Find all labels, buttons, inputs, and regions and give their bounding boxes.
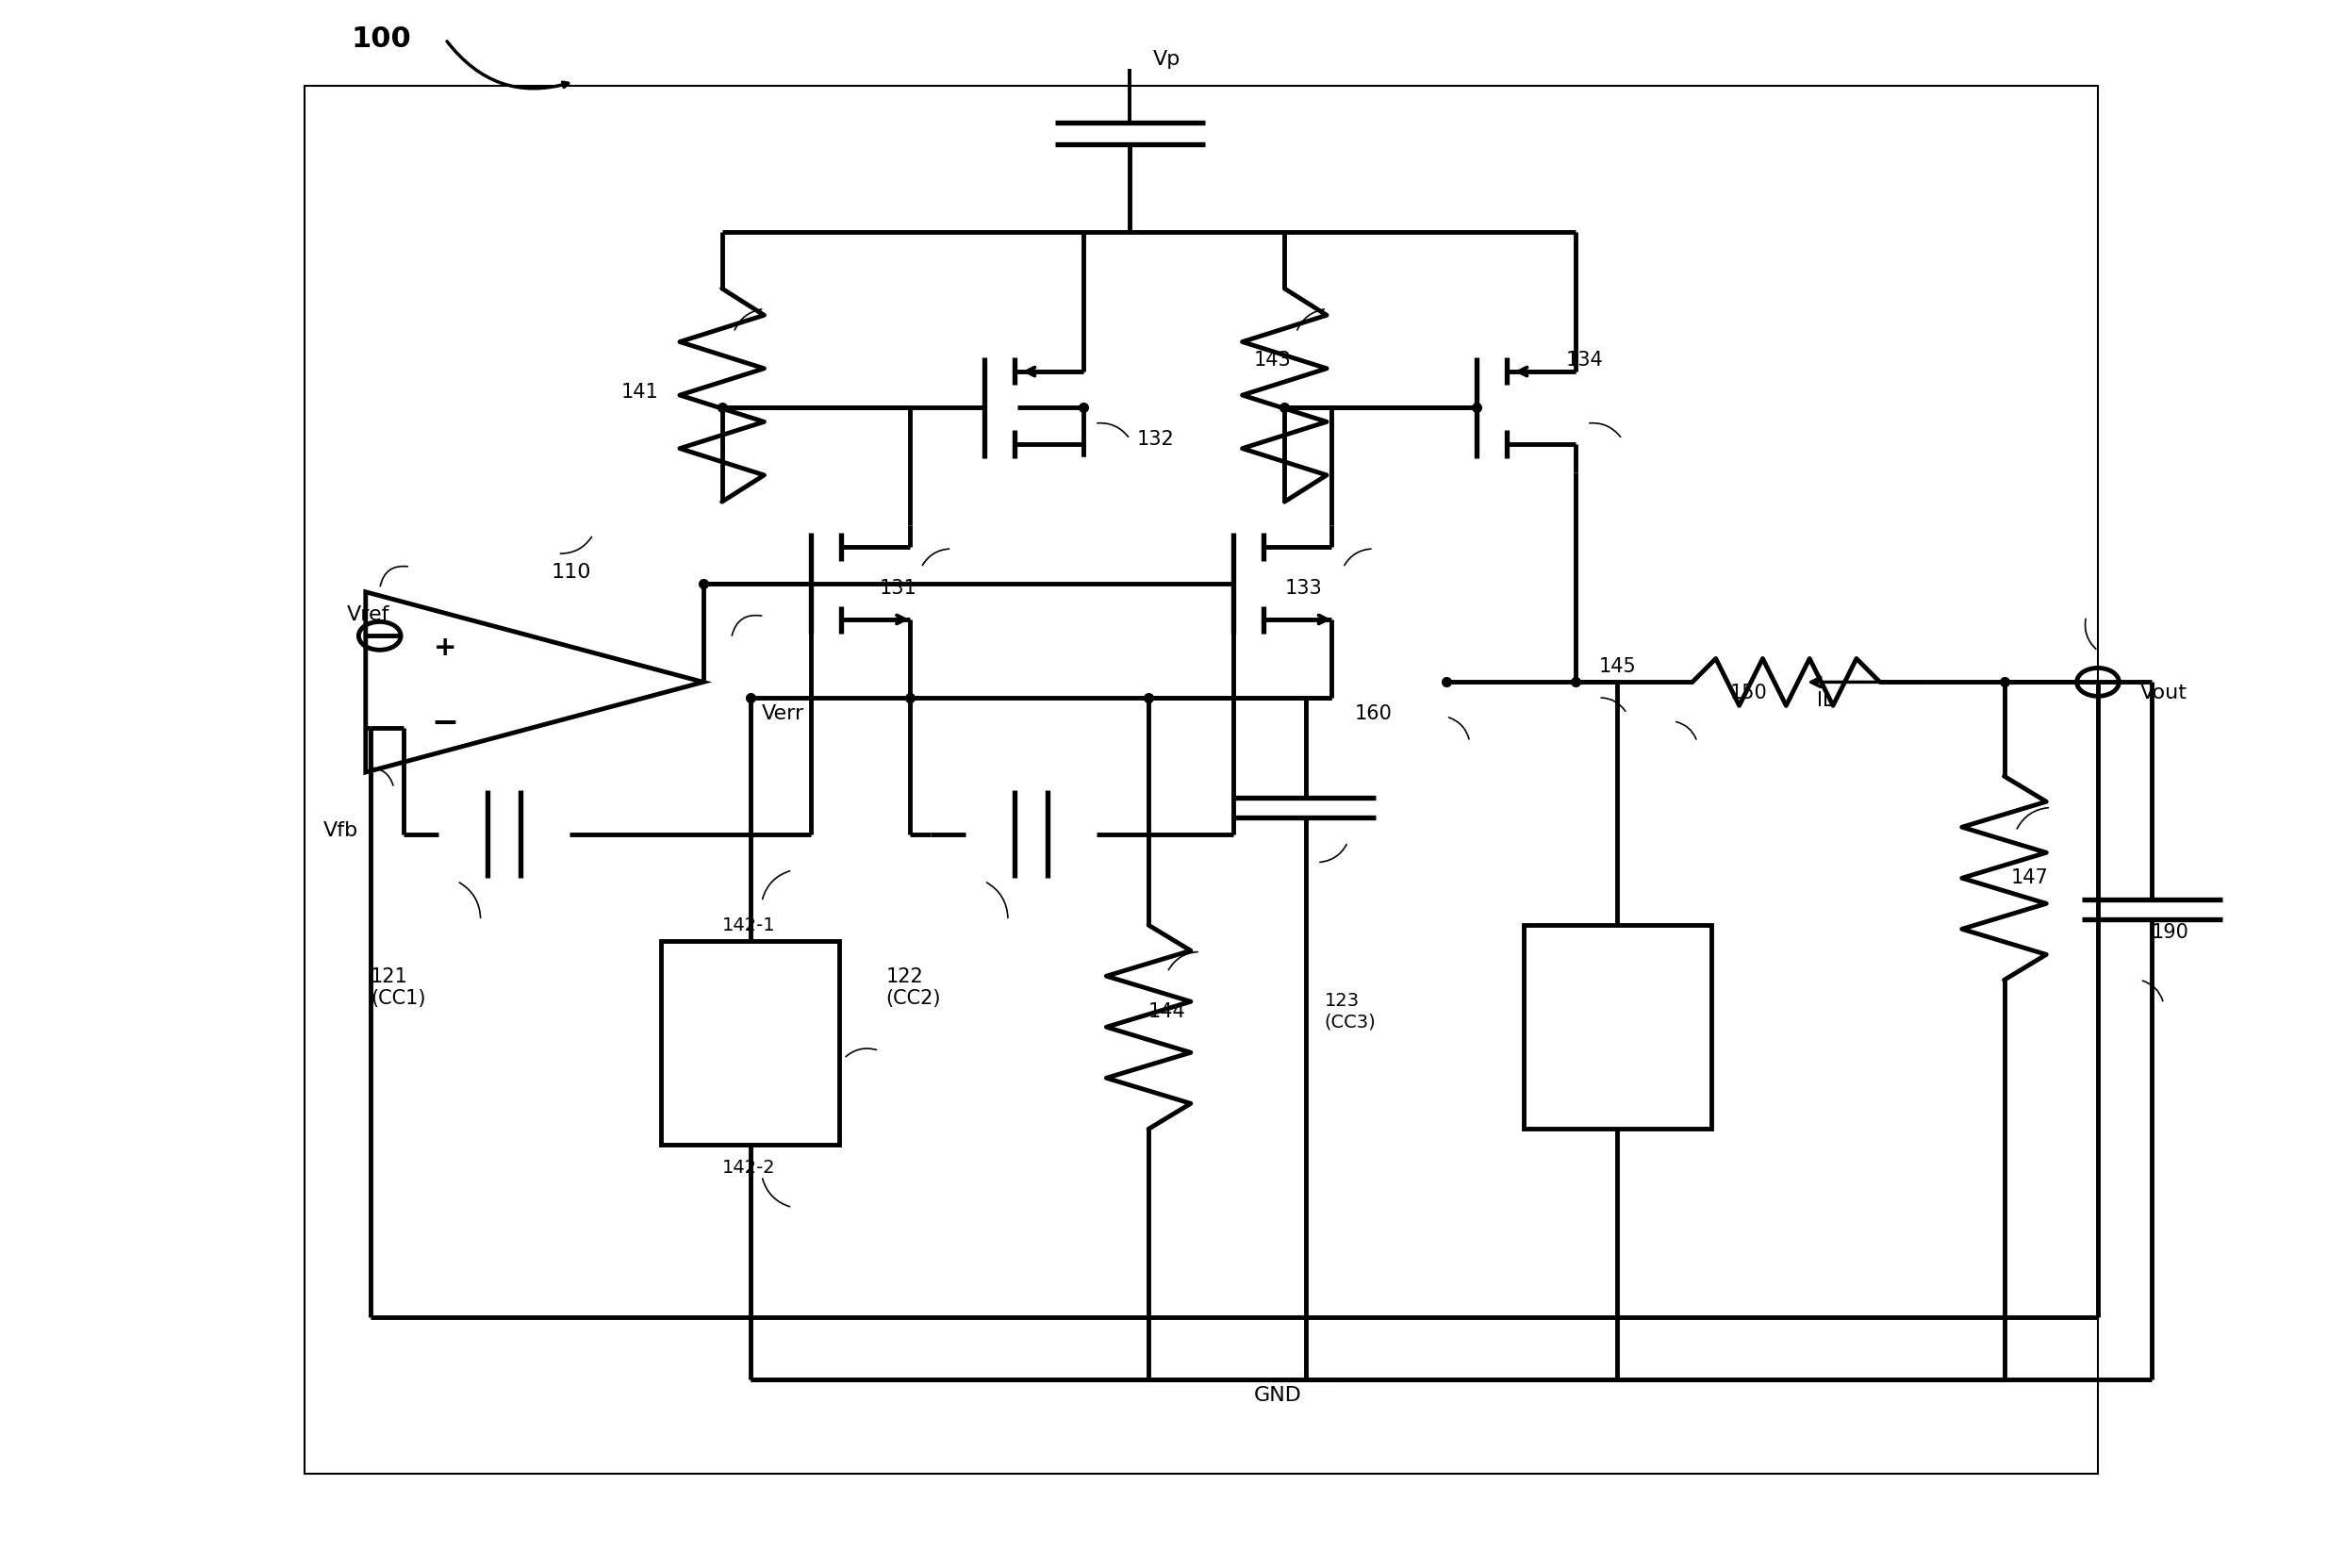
Text: 122
(CC2): 122 (CC2) <box>886 967 942 1008</box>
Text: 142: 142 <box>722 1041 757 1060</box>
Text: 141: 141 <box>621 383 659 401</box>
Text: 144: 144 <box>1149 1002 1186 1021</box>
Bar <box>661 941 839 1145</box>
Text: 134: 134 <box>1566 351 1603 370</box>
Text: +: + <box>434 635 457 660</box>
Text: GND: GND <box>1254 1386 1301 1405</box>
Text: 190: 190 <box>2152 924 2189 942</box>
Text: 133: 133 <box>1285 579 1322 597</box>
Text: Vp: Vp <box>1153 50 1181 69</box>
Text: 132: 132 <box>1137 430 1174 448</box>
Text: Vout: Vout <box>2140 684 2187 702</box>
Text: 142-1: 142-1 <box>722 916 776 935</box>
Text: Verr: Verr <box>762 704 804 723</box>
Text: 160: 160 <box>1355 704 1392 723</box>
Text: Vfb: Vfb <box>323 822 359 840</box>
Text: 110: 110 <box>551 563 591 582</box>
Text: 146: 146 <box>1617 1010 1655 1029</box>
Text: 121
(CC1): 121 (CC1) <box>370 967 427 1008</box>
Text: 100: 100 <box>352 25 413 53</box>
Text: 143: 143 <box>1254 351 1292 370</box>
Text: IL: IL <box>1817 691 1833 710</box>
Text: Vref: Vref <box>347 605 389 624</box>
Text: 131: 131 <box>879 579 917 597</box>
Text: 142-2: 142-2 <box>722 1159 776 1178</box>
Text: 145: 145 <box>1599 657 1636 676</box>
Bar <box>1524 925 1711 1129</box>
Text: −: − <box>431 707 459 739</box>
Text: 150: 150 <box>1730 684 1767 702</box>
Text: 123
(CC3): 123 (CC3) <box>1324 993 1376 1030</box>
Text: 147: 147 <box>2011 869 2049 887</box>
